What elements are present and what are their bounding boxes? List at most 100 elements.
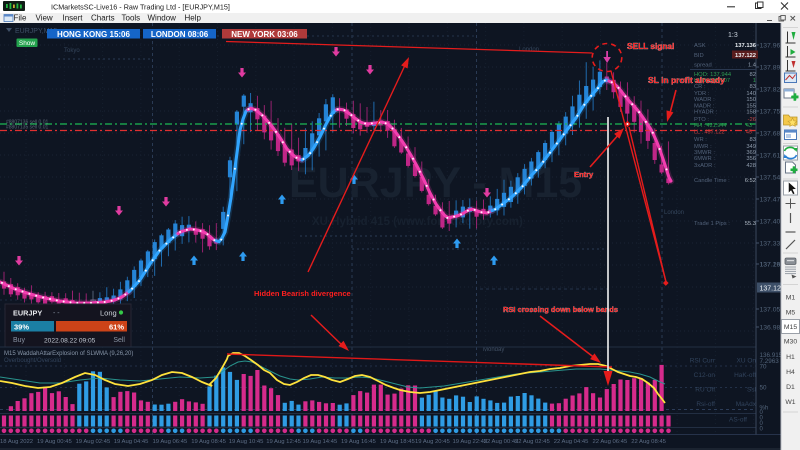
svg-text:WR :: WR : (694, 137, 707, 143)
svg-text:19 Aug 04:45: 19 Aug 04:45 (114, 439, 149, 445)
svg-text:SELL signal: SELL signal (627, 41, 674, 51)
svg-text:136.985: 136.985 (760, 325, 785, 332)
svg-text:D1: D1 (786, 384, 795, 391)
svg-text:View: View (36, 14, 53, 23)
svg-text:LOD: 137.107: LOD: 137.107 (694, 78, 730, 84)
svg-text:137.335: 137.335 (760, 241, 785, 248)
svg-text:- -: - - (53, 310, 60, 317)
svg-text:19 Aug 08:45: 19 Aug 08:45 (191, 439, 226, 445)
svg-text:43: 43 (746, 123, 752, 129)
svg-text:19 Aug 22:45: 19 Aug 22:45 (453, 439, 488, 445)
svg-text:55.3: 55.3 (745, 221, 756, 227)
svg-text:Ssl: Ssl (747, 387, 757, 394)
svg-text:137.055: 137.055 (760, 307, 785, 314)
svg-text:File: File (14, 14, 27, 23)
svg-text:1:3: 1:3 (728, 32, 738, 39)
svg-text:137.136: 137.136 (735, 43, 757, 49)
svg-text:2022.08.22 09:05: 2022.08.22 09:05 (44, 338, 96, 345)
svg-text:Long: Long (100, 309, 117, 318)
svg-text:SL in profit already: SL in profit already (648, 75, 725, 85)
svg-text:Window: Window (148, 14, 177, 23)
svg-text:Candle Time :: Candle Time : (694, 178, 730, 184)
svg-text:YDR :: YDR : (694, 91, 710, 97)
svg-text:LL : 457.122: LL : 457.122 (694, 130, 724, 136)
svg-text:18 Aug 2022: 18 Aug 2022 (0, 439, 33, 445)
svg-text:H1: H1 (786, 354, 795, 361)
svg-text:137.895: 137.895 (760, 65, 785, 72)
svg-text:137.265: 137.265 (760, 262, 785, 269)
svg-text:0: 0 (760, 427, 764, 433)
svg-text:83: 83 (750, 137, 756, 143)
svg-text:0: 0 (760, 421, 764, 427)
svg-text:MADR :: MADR : (694, 104, 715, 110)
svg-text:136.915: 136.915 (760, 352, 783, 359)
svg-text:M1: M1 (786, 295, 796, 302)
svg-text:22 Aug 04:45: 22 Aug 04:45 (554, 439, 589, 445)
svg-text:M30: M30 (784, 339, 797, 346)
svg-text:NEW YORK 03:06: NEW YORK 03:06 (231, 30, 298, 39)
svg-text:WADR :: WADR : (694, 97, 715, 103)
svg-text:Show: Show (19, 40, 36, 47)
svg-text:150: 150 (746, 97, 756, 103)
svg-text:XU Hybrid 415 (www.forexfactor: XU Hybrid 415 (www.forexfactory.com) (312, 216, 523, 228)
svg-text:H4: H4 (786, 369, 795, 376)
svg-text:137.122: 137.122 (760, 286, 785, 293)
svg-text:Tools: Tools (122, 14, 141, 23)
svg-text:AS-off: AS-off (729, 417, 747, 424)
svg-text:Hidden Bearish divergence: Hidden Bearish divergence (254, 289, 351, 298)
svg-text:22 Aug 08:45: 22 Aug 08:45 (631, 439, 666, 445)
svg-text:137.615: 137.615 (760, 153, 785, 160)
svg-text:369: 369 (746, 150, 756, 156)
svg-text:EURJPY: EURJPY (13, 309, 42, 318)
svg-text:XU On: XU On (736, 358, 756, 365)
svg-text:19 Aug 12:45: 19 Aug 12:45 (266, 439, 301, 445)
svg-text:Monday: Monday (483, 347, 504, 353)
svg-text:HOD: 137.944: HOD: 137.944 (694, 72, 732, 78)
svg-text:19 Aug 16:45: 19 Aug 16:45 (341, 439, 376, 445)
svg-text:Rsi-off: Rsi-off (696, 401, 715, 408)
svg-text:22 Aug 02:45: 22 Aug 02:45 (515, 439, 550, 445)
svg-text:140: 140 (746, 91, 756, 97)
svg-text:MWR :: MWR : (694, 144, 712, 150)
svg-text:Charts: Charts (91, 14, 115, 23)
svg-text:70: 70 (760, 364, 768, 371)
svg-text:#8807136 sell 0.01: #8807136 sell 0.01 (6, 120, 48, 126)
svg-text:RSI crossing down below bands: RSI crossing down below bands (503, 305, 618, 314)
svg-text:CR :: CR : (694, 84, 706, 90)
svg-text:1.4: 1.4 (748, 63, 757, 69)
svg-text:428: 428 (746, 163, 756, 169)
svg-text:Overbought/Oversold: Overbought/Oversold (4, 358, 61, 364)
svg-text:137.122: 137.122 (735, 53, 756, 59)
svg-text:M15: M15 (784, 324, 797, 331)
svg-text:3MWR :: 3MWR : (694, 150, 715, 156)
svg-text:London: London (519, 47, 539, 53)
svg-text:19 Aug 14:45: 19 Aug 14:45 (303, 439, 338, 445)
svg-text:ICMarketsSC-Live16 - Raw Tradi: ICMarketsSC-Live16 - Raw Trading Ltd - [… (51, 3, 230, 12)
svg-text:-26: -26 (748, 117, 756, 123)
svg-text:19 Aug 20:45: 19 Aug 20:45 (415, 439, 450, 445)
svg-text:RU Off: RU Off (695, 387, 715, 394)
svg-text:#8807135 sell 0.01: #8807135 sell 0.01 (6, 125, 48, 131)
svg-text:61%: 61% (109, 323, 124, 332)
svg-text:spread: spread (694, 63, 712, 69)
svg-text:82: 82 (750, 72, 756, 78)
svg-text:22 Aug 00:45: 22 Aug 00:45 (484, 439, 519, 445)
svg-text:137.825: 137.825 (760, 87, 785, 94)
svg-text:83: 83 (750, 84, 756, 90)
svg-text:MaAdx: MaAdx (736, 401, 757, 408)
svg-text:158: 158 (746, 110, 756, 116)
svg-text:EURJPY,M15: EURJPY,M15 (15, 28, 57, 35)
svg-text:19 Aug 18:45: 19 Aug 18:45 (380, 439, 415, 445)
svg-text:137.545: 137.545 (760, 175, 785, 182)
svg-text:19 Aug 06:45: 19 Aug 06:45 (153, 439, 188, 445)
svg-text:Tokyo: Tokyo (64, 48, 80, 54)
svg-text:0: 0 (760, 416, 764, 422)
svg-text:Insert: Insert (63, 14, 84, 23)
svg-text:137.965: 137.965 (760, 43, 785, 50)
svg-text:349: 349 (746, 144, 756, 150)
svg-text:137.755: 137.755 (760, 109, 785, 116)
svg-text:50: 50 (760, 385, 768, 392)
svg-text:356: 356 (746, 156, 756, 162)
svg-text:137.475: 137.475 (760, 197, 785, 204)
svg-text:6MWR :: 6MWR : (694, 156, 715, 162)
